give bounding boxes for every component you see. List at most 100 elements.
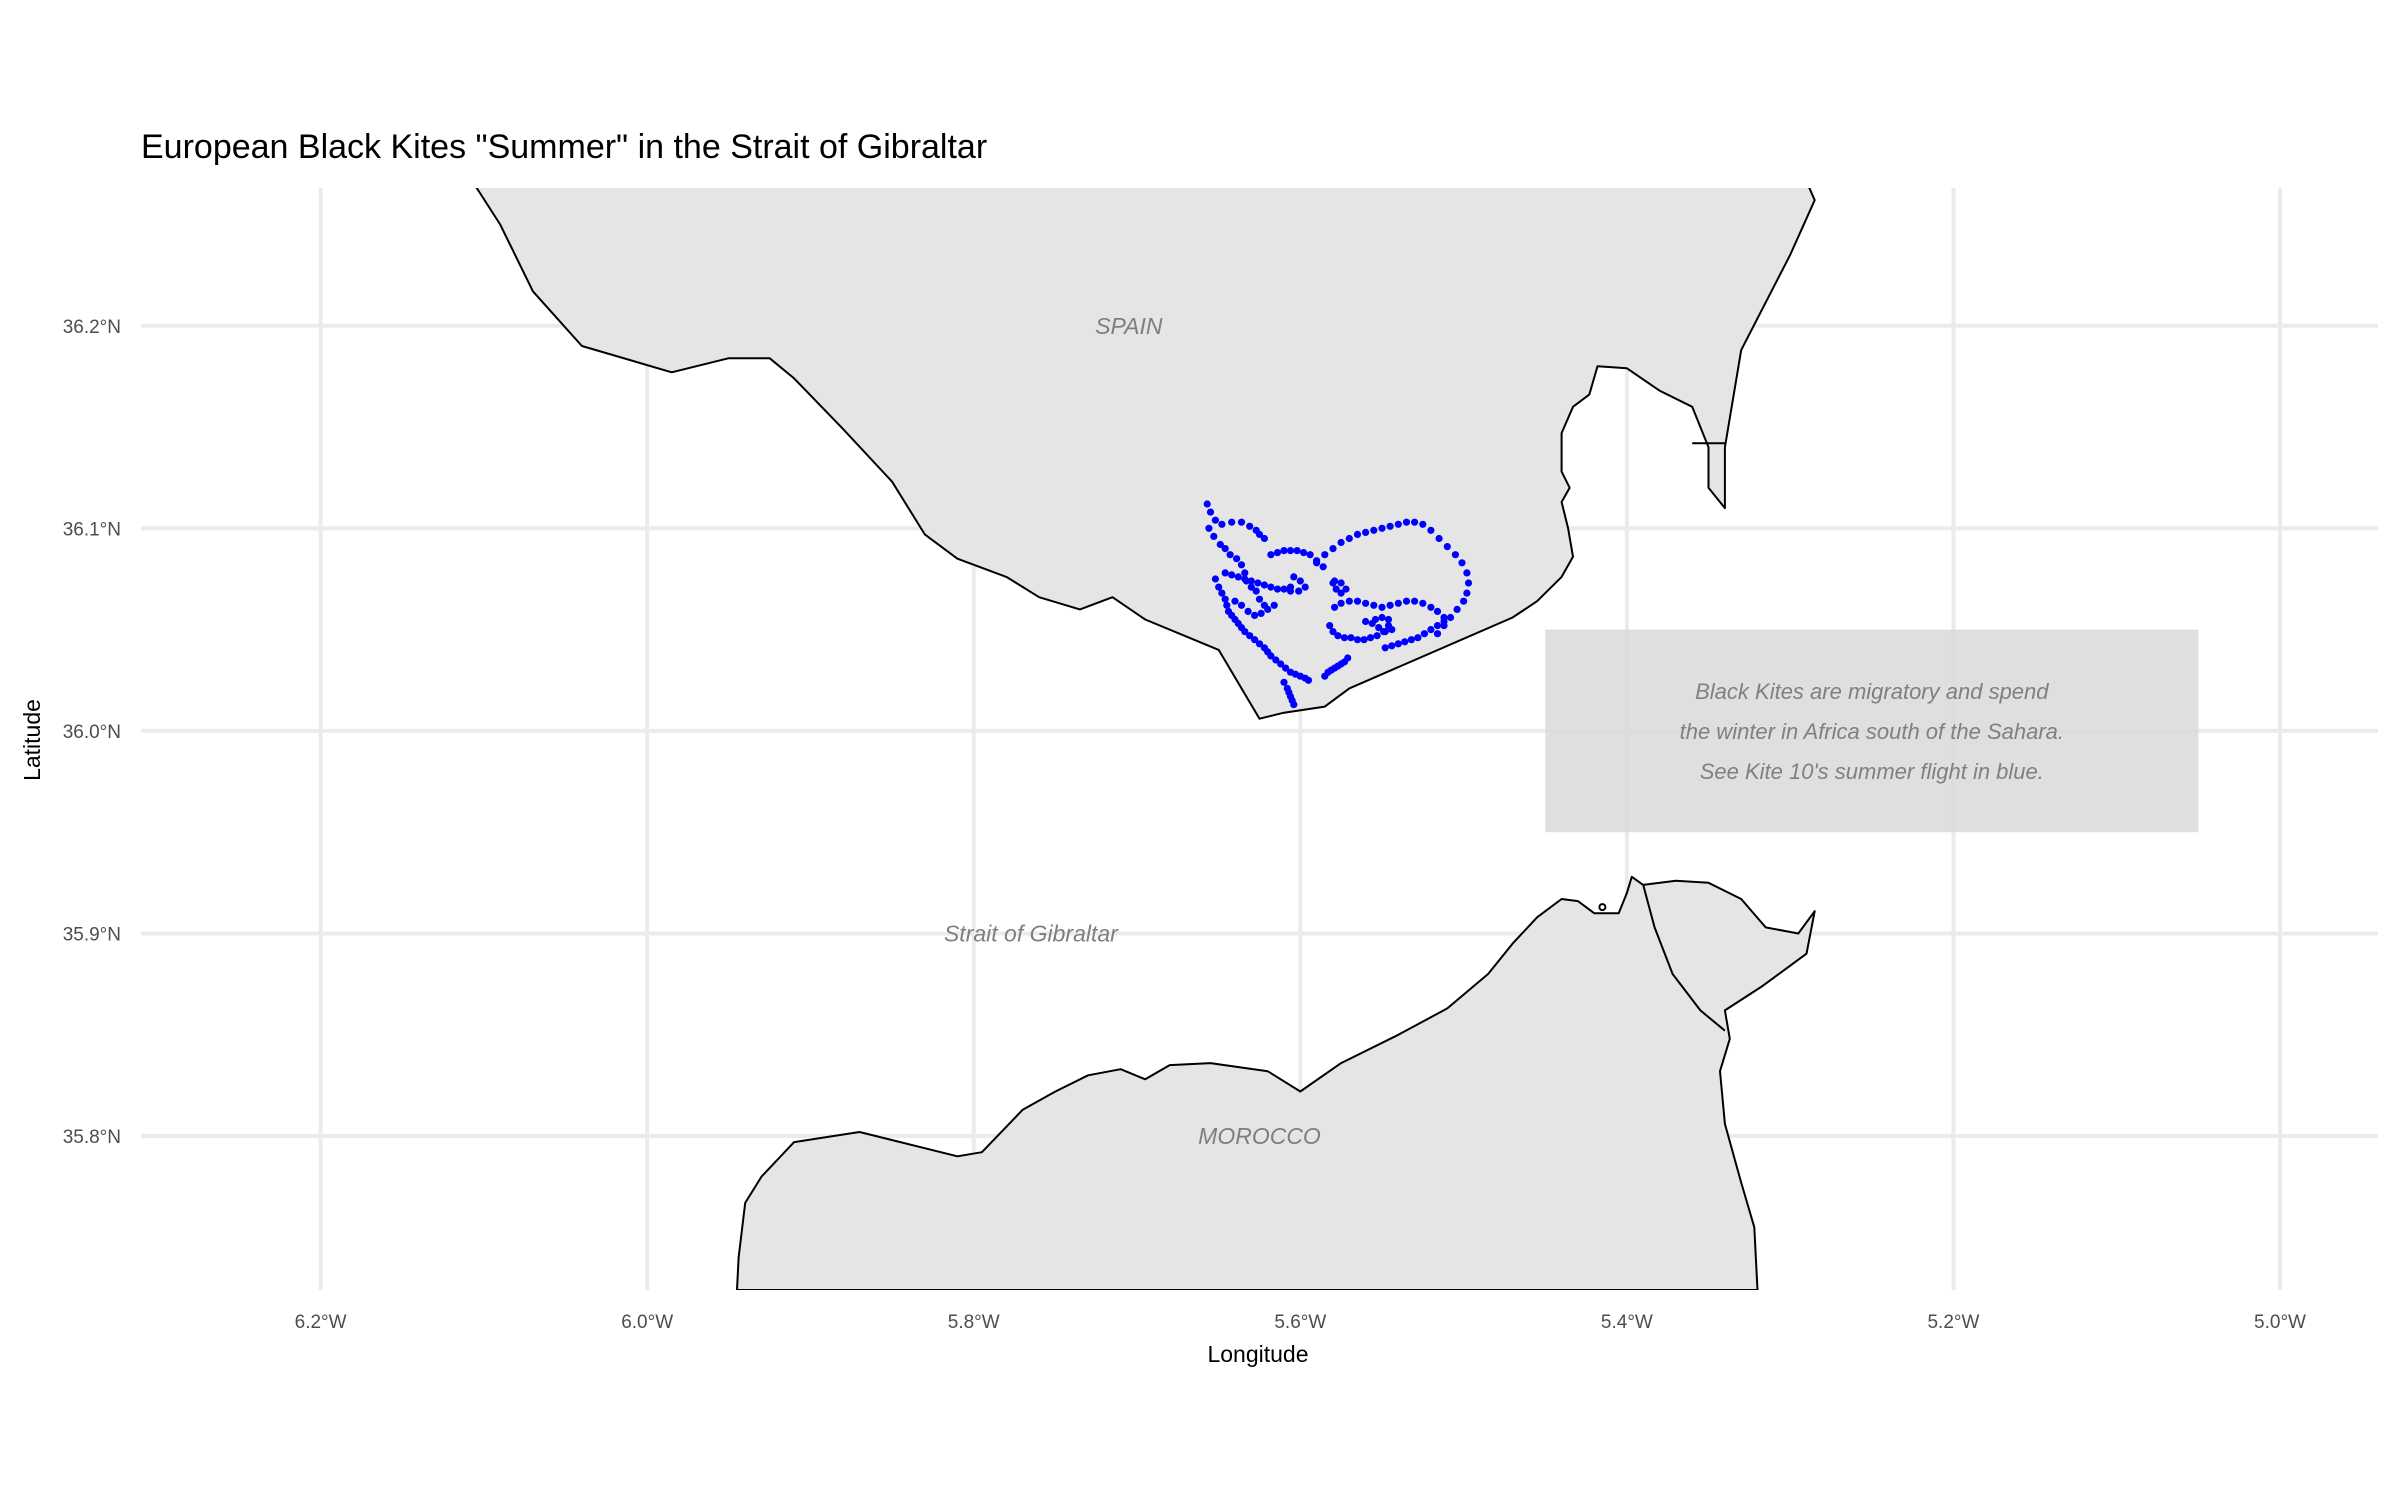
- track-point: [1272, 656, 1280, 664]
- x-axis-ticks: 6.2°W 6.0°W 5.8°W 5.6°W 5.4°W 5.2°W 5.0°W: [295, 1312, 2306, 1333]
- track-point: [1270, 601, 1278, 609]
- track-point: [1332, 585, 1340, 593]
- track-point: [1453, 605, 1461, 614]
- track-point: [1313, 559, 1321, 567]
- track-point: [1340, 634, 1348, 642]
- track-point: [1221, 569, 1229, 577]
- track-point: [1388, 642, 1396, 650]
- track-point: [1331, 603, 1339, 611]
- track-point: [1211, 575, 1219, 583]
- track-point: [1347, 634, 1355, 642]
- track-point: [1247, 577, 1255, 585]
- track-point: [1326, 622, 1334, 630]
- track-point: [1388, 626, 1396, 634]
- place-label-spain: SPAIN: [1095, 313, 1163, 339]
- track-point: [1362, 528, 1370, 537]
- track-point: [1246, 632, 1254, 640]
- plot-panel: SPAIN Strait of Gibraltar MOROCCO Black Ki…: [141, 188, 2378, 1290]
- track-point: [1370, 601, 1378, 609]
- track-point: [1290, 701, 1298, 709]
- track-point: [1203, 500, 1211, 508]
- track-point: [1260, 581, 1268, 589]
- kite-track: [1203, 500, 1473, 709]
- land-layer: [475, 188, 1816, 1290]
- annotation-line: the winter in Africa south of the Sahara…: [1680, 719, 2064, 744]
- track-point: [1237, 601, 1246, 609]
- track-point: [1419, 599, 1427, 607]
- track-point: [1370, 526, 1378, 534]
- track-point: [1407, 636, 1415, 644]
- y-tick-label: 35.8°N: [63, 1127, 121, 1148]
- track-point: [1401, 638, 1409, 646]
- track-point: [1237, 518, 1246, 526]
- track-point: [1345, 597, 1353, 605]
- track-point: [1286, 583, 1295, 591]
- track-point: [1277, 660, 1285, 668]
- track-point: [1373, 632, 1381, 640]
- track-point: [1247, 583, 1255, 591]
- track-point: [1342, 585, 1350, 593]
- track-point: [1280, 678, 1288, 686]
- track-point: [1210, 532, 1218, 541]
- annotation-line: See Kite 10's summer flight in blue.: [1700, 759, 2044, 784]
- track-point: [1301, 583, 1309, 591]
- track-point: [1295, 587, 1303, 595]
- track-point: [1211, 516, 1219, 524]
- x-tick-label: 5.6°W: [1274, 1312, 1326, 1333]
- track-point: [1223, 601, 1231, 609]
- track-point: [1375, 624, 1383, 632]
- track-point: [1464, 579, 1473, 587]
- y-tick-label: 36.2°N: [63, 317, 121, 338]
- track-point: [1360, 636, 1368, 644]
- track-point: [1321, 551, 1329, 559]
- track-point: [1381, 644, 1389, 652]
- track-point: [1257, 609, 1265, 618]
- track-point: [1394, 599, 1402, 607]
- annotation-box: Black Kites are migratory and spend the w…: [1545, 629, 2199, 833]
- track-point: [1337, 579, 1345, 587]
- track-point: [1241, 569, 1249, 577]
- track-point: [1458, 559, 1466, 567]
- track-point: [1228, 518, 1236, 526]
- track-point: [1221, 595, 1229, 603]
- track-point: [1411, 518, 1419, 526]
- track-point: [1306, 551, 1314, 559]
- track-point: [1233, 555, 1241, 563]
- track-point: [1206, 508, 1215, 516]
- islet: [1598, 903, 1607, 912]
- track-point: [1427, 603, 1435, 611]
- track-point: [1344, 654, 1352, 662]
- x-tick-label: 5.4°W: [1601, 1312, 1653, 1333]
- track-point: [1435, 534, 1443, 543]
- track-point: [1205, 524, 1213, 532]
- track-point: [1378, 524, 1386, 532]
- country-border: [1642, 884, 1726, 1032]
- track-point: [1286, 547, 1295, 555]
- x-tick-label: 6.2°W: [295, 1312, 347, 1333]
- track-point: [1255, 640, 1264, 648]
- track-point: [1237, 561, 1246, 569]
- track-point: [1337, 538, 1345, 547]
- track-point: [1273, 585, 1282, 593]
- place-label-strait-of-gibraltar: Strait of Gibraltar: [944, 920, 1119, 946]
- y-tick-label: 35.9°N: [63, 924, 121, 945]
- track-point: [1402, 518, 1411, 526]
- track-point: [1290, 573, 1298, 581]
- track-point: [1362, 599, 1370, 607]
- track-point: [1260, 534, 1268, 543]
- track-point: [1433, 622, 1442, 630]
- track-point: [1215, 583, 1223, 591]
- track-point: [1334, 632, 1342, 640]
- track-point: [1228, 571, 1236, 579]
- track-point: [1394, 640, 1402, 648]
- track-point: [1293, 547, 1301, 555]
- track-point: [1345, 534, 1353, 543]
- chart-title: European Black Kites "Summer" in the Str…: [141, 128, 987, 166]
- track-point: [1218, 589, 1226, 597]
- track-point: [1427, 526, 1435, 534]
- track-point: [1362, 617, 1370, 626]
- track-point: [1273, 549, 1282, 557]
- track-point: [1381, 628, 1389, 636]
- track-point: [1329, 628, 1337, 636]
- land-spain: [475, 188, 1816, 720]
